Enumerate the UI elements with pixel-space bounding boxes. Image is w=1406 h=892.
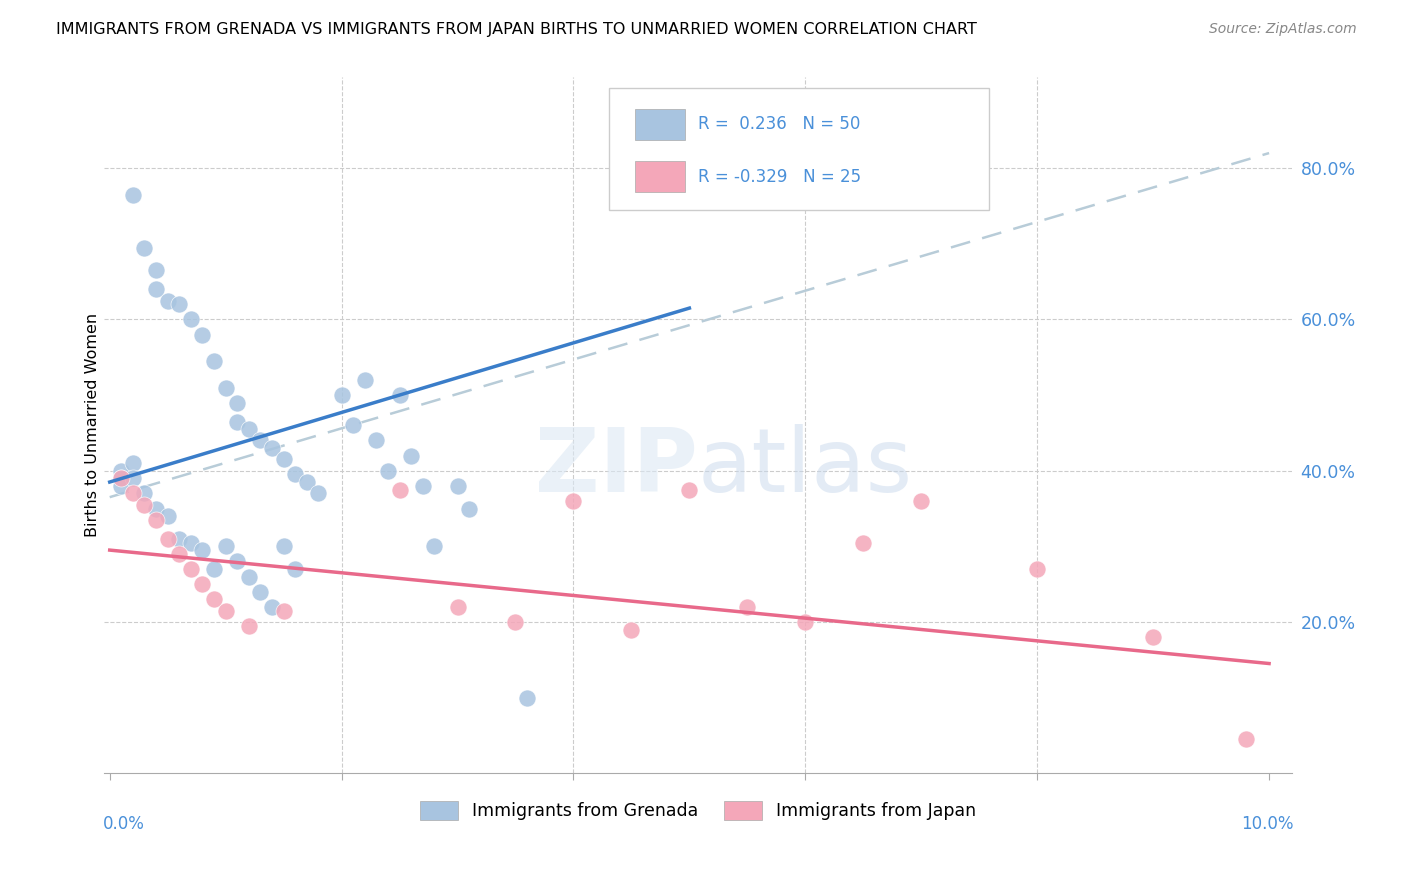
Point	[273, 604, 295, 618]
Point	[134, 241, 156, 255]
Legend: Immigrants from Grenada, Immigrants from Japan: Immigrants from Grenada, Immigrants from…	[413, 794, 983, 827]
Point	[1142, 630, 1164, 644]
Point	[249, 584, 271, 599]
Text: 0.0%: 0.0%	[103, 815, 145, 833]
Point	[169, 532, 191, 546]
Point	[330, 388, 353, 402]
Point	[122, 471, 145, 485]
Point	[737, 599, 759, 614]
Point	[156, 509, 179, 524]
Point	[191, 577, 214, 591]
Point	[446, 599, 468, 614]
Point	[412, 479, 434, 493]
Text: Source: ZipAtlas.com: Source: ZipAtlas.com	[1209, 22, 1357, 37]
Point	[122, 187, 145, 202]
Point	[260, 441, 283, 455]
Point	[284, 467, 307, 482]
FancyBboxPatch shape	[636, 109, 685, 140]
Y-axis label: Births to Unmarried Women: Births to Unmarried Women	[86, 313, 100, 537]
Point	[377, 464, 399, 478]
Point	[446, 479, 468, 493]
Point	[620, 623, 643, 637]
Point	[110, 471, 132, 485]
Point	[307, 486, 329, 500]
Point	[910, 494, 932, 508]
Point	[191, 543, 214, 558]
Point	[191, 327, 214, 342]
Point	[388, 388, 411, 402]
Point	[505, 615, 527, 629]
Point	[169, 297, 191, 311]
Point	[110, 471, 132, 485]
Point	[342, 418, 364, 433]
Point	[156, 293, 179, 308]
Point	[180, 562, 202, 576]
Point	[202, 592, 225, 607]
Point	[249, 434, 271, 448]
Point	[134, 498, 156, 512]
Point	[295, 475, 318, 489]
Point	[260, 599, 283, 614]
Point	[156, 532, 179, 546]
Point	[202, 562, 225, 576]
Point	[122, 456, 145, 470]
Point	[134, 486, 156, 500]
Point	[110, 464, 132, 478]
Point	[202, 354, 225, 368]
Point	[238, 422, 260, 436]
Point	[458, 501, 481, 516]
Point	[214, 604, 236, 618]
Point	[226, 554, 249, 568]
Point	[169, 547, 191, 561]
Point	[145, 513, 167, 527]
Point	[562, 494, 585, 508]
Text: ZIP: ZIP	[536, 424, 699, 510]
Point	[284, 562, 307, 576]
Point	[214, 539, 236, 553]
Point	[852, 535, 875, 549]
Text: 10.0%: 10.0%	[1241, 815, 1294, 833]
Point	[273, 452, 295, 467]
Point	[388, 483, 411, 497]
Point	[226, 415, 249, 429]
Point	[678, 483, 700, 497]
Point	[238, 618, 260, 632]
Point	[145, 501, 167, 516]
Point	[238, 569, 260, 583]
Point	[122, 486, 145, 500]
Point	[399, 449, 422, 463]
Point	[110, 479, 132, 493]
Point	[353, 373, 375, 387]
Point	[214, 380, 236, 394]
Point	[145, 282, 167, 296]
Text: R =  0.236   N = 50: R = 0.236 N = 50	[699, 115, 860, 134]
Point	[423, 539, 446, 553]
FancyBboxPatch shape	[636, 161, 685, 193]
Point	[273, 539, 295, 553]
Point	[366, 434, 388, 448]
Point	[1234, 732, 1257, 747]
FancyBboxPatch shape	[609, 88, 990, 210]
Point	[180, 312, 202, 326]
Text: IMMIGRANTS FROM GRENADA VS IMMIGRANTS FROM JAPAN BIRTHS TO UNMARRIED WOMEN CORRE: IMMIGRANTS FROM GRENADA VS IMMIGRANTS FR…	[56, 22, 977, 37]
Point	[794, 615, 817, 629]
Point	[1026, 562, 1049, 576]
Point	[180, 535, 202, 549]
Point	[226, 395, 249, 409]
Point	[145, 263, 167, 277]
Text: atlas: atlas	[699, 424, 914, 510]
Point	[516, 690, 538, 705]
Text: R = -0.329   N = 25: R = -0.329 N = 25	[699, 168, 862, 186]
